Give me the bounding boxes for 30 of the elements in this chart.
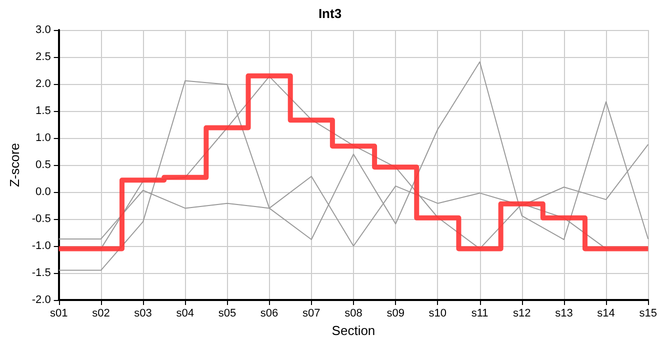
y-tick-label: 2.0 bbox=[36, 78, 51, 90]
x-tick-label: s10 bbox=[428, 308, 447, 320]
y-tick-label: -1.5 bbox=[32, 267, 51, 279]
x-tick-label: s07 bbox=[302, 308, 320, 320]
x-tick-label: s12 bbox=[512, 308, 531, 320]
x-tick-label: s08 bbox=[344, 308, 362, 320]
y-tick-label: -0.5 bbox=[32, 213, 51, 225]
y-axis-title: Z-score bbox=[7, 142, 22, 188]
x-tick-label: s02 bbox=[92, 308, 110, 320]
y-tick-label: 2.5 bbox=[36, 51, 51, 63]
x-tick-label: s05 bbox=[218, 308, 236, 320]
y-tick-label: 1.0 bbox=[36, 132, 51, 144]
y-tick-label: 0.0 bbox=[36, 186, 51, 198]
x-tick-label: s15 bbox=[639, 308, 658, 320]
y-tick-label: 1.5 bbox=[36, 105, 51, 117]
x-tick-label: s13 bbox=[555, 308, 573, 320]
x-tick-label: s14 bbox=[597, 308, 615, 320]
x-tick-label: s03 bbox=[134, 308, 152, 320]
x-tick-label: s11 bbox=[471, 308, 488, 320]
x-axis-title: Section bbox=[332, 322, 376, 338]
y-tick-label: -1.0 bbox=[32, 240, 51, 252]
line-series bbox=[58, 61, 649, 271]
y-tick-label: 0.5 bbox=[36, 159, 51, 171]
y-tick-label: 3.0 bbox=[36, 24, 51, 36]
x-tick-label: s04 bbox=[176, 308, 194, 320]
y-tick-label: -2.0 bbox=[32, 294, 51, 306]
x-tick-label: s06 bbox=[260, 308, 278, 320]
x-tick-label: s01 bbox=[50, 308, 68, 320]
chart-title: Int3 bbox=[318, 6, 342, 21]
x-tick-label: s09 bbox=[386, 308, 404, 320]
